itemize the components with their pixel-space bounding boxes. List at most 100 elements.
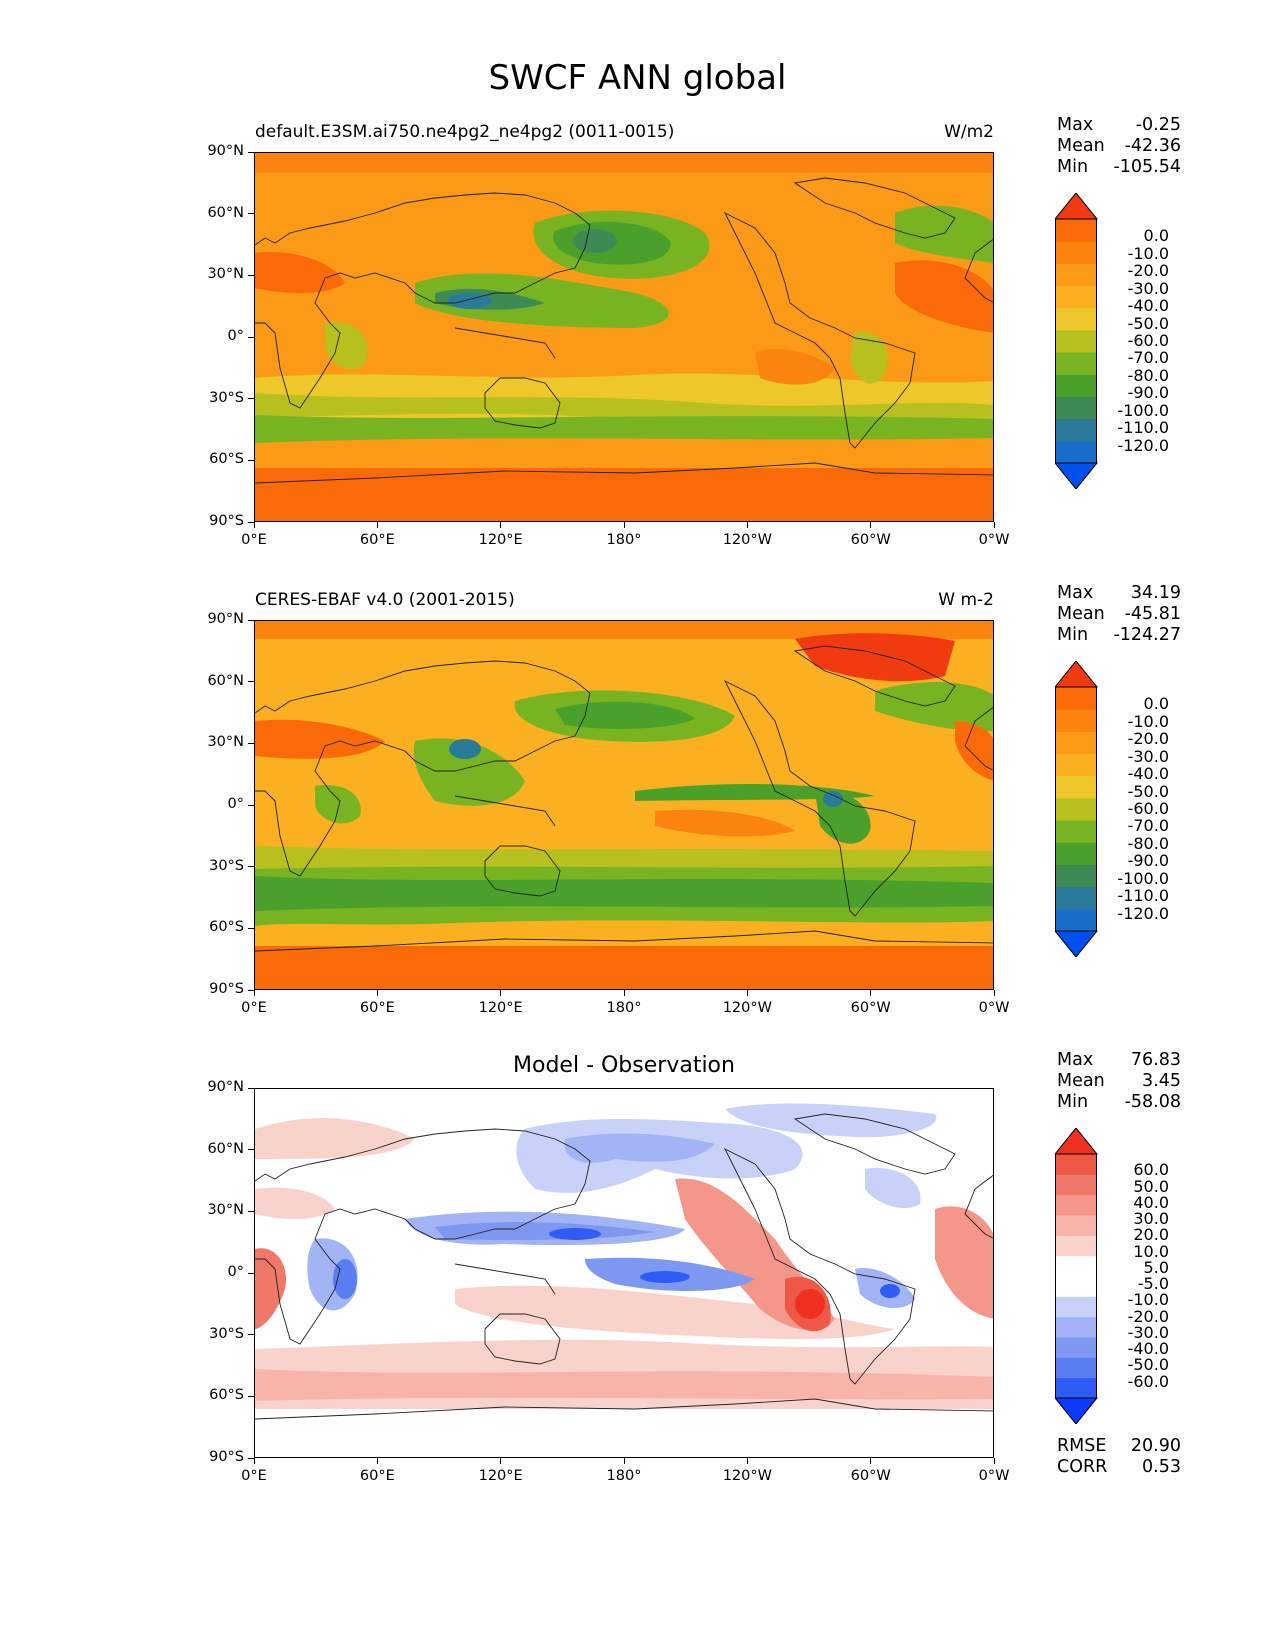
colorbar-tick-label: -120.0 — [1117, 903, 1169, 923]
lon-tick-mark — [746, 990, 748, 996]
colorbar-segment — [1055, 1174, 1097, 1196]
colorbar-segment — [1055, 1276, 1097, 1297]
colorbar-tick-label: 0.0 — [1143, 694, 1169, 714]
panel-diff-stats: Max 76.83 Mean 3.45 Min -58.08 — [1057, 1050, 1181, 1113]
colorbar-tick-label: -30.0 — [1127, 278, 1169, 298]
lat-tick-mark — [248, 1149, 254, 1151]
panel-diff-skill-scores: RMSE 20.90 CORR 0.53 — [1057, 1436, 1181, 1478]
colorbar-segment — [1055, 864, 1097, 888]
lat-tick-label: 90°N — [207, 1079, 244, 1095]
lat-tick-label: 60°N — [207, 1140, 244, 1157]
stat-min-value: -105.54 — [1113, 157, 1181, 177]
colorbar-tick-label: 20.0 — [1133, 1225, 1169, 1245]
colorbar-frame — [1055, 686, 1097, 932]
lat-tick-label: 60°S — [209, 451, 244, 468]
lon-tick-mark — [376, 522, 378, 528]
lat-tick-label: 30°S — [209, 1325, 244, 1342]
colorbar-segment — [1055, 440, 1097, 464]
colorbar-segment — [1055, 241, 1097, 264]
lon-tick-mark — [500, 522, 502, 528]
lon-tick-label: 120°W — [722, 1468, 772, 1484]
stat-min-value: -124.27 — [1113, 625, 1181, 645]
colorbar-tick-label: 50.0 — [1133, 1176, 1169, 1196]
colorbar-tick-label: -10.0 — [1127, 711, 1169, 731]
colorbar-segment — [1055, 1357, 1097, 1379]
panel-obs-map — [254, 620, 994, 990]
colorbar-tick-label: -20.0 — [1127, 261, 1169, 281]
stat-mean-label: Mean — [1057, 604, 1105, 624]
lon-tick-label: 60°E — [359, 532, 395, 548]
lat-tick-mark — [248, 521, 254, 523]
lon-tick-label: 120°E — [478, 1000, 523, 1016]
colorbar-segment — [1055, 797, 1097, 821]
lon-tick-mark — [623, 522, 625, 528]
colorbar-tick-label: -90.0 — [1127, 383, 1169, 403]
lon-tick-label: 0°E — [241, 532, 267, 548]
stat-max-value: -0.25 — [1135, 115, 1181, 135]
lat-tick-mark — [248, 398, 254, 400]
lon-tick-label: 0°E — [241, 1468, 267, 1484]
colorbar-extend-bottom — [1055, 1397, 1099, 1424]
lat-tick-mark — [248, 1395, 254, 1397]
colorbar-segment — [1055, 1377, 1097, 1399]
colorbar-segment — [1055, 753, 1097, 777]
lon-tick-label: 180° — [606, 532, 642, 548]
lat-tick-mark — [248, 866, 254, 868]
lon-tick-mark — [993, 990, 995, 996]
lat-tick-mark — [248, 1087, 254, 1089]
panel-obs-stats: Max 34.19 Mean -45.81 Min -124.27 — [1057, 583, 1181, 646]
colorbar-segment — [1055, 352, 1097, 375]
lon-tick-mark — [746, 522, 748, 528]
panel-diff-colorbar — [1055, 1128, 1099, 1424]
lon-tick-label: 0°E — [241, 1000, 267, 1016]
lat-tick-label: 30°N — [207, 1202, 244, 1219]
lon-tick-label: 120°E — [478, 1468, 523, 1484]
colorbar-tick-label: -50.0 — [1127, 781, 1169, 801]
lat-tick-mark — [248, 1210, 254, 1212]
lon-tick-label: 60°W — [850, 532, 891, 548]
stat-max-value: 34.19 — [1130, 583, 1181, 603]
colorbar-tick-label: -120.0 — [1117, 435, 1169, 455]
lon-tick-mark — [870, 1458, 872, 1464]
stat-max-label: Max — [1057, 1050, 1094, 1070]
lon-tick-label: 0°W — [978, 532, 1010, 548]
lat-tick-mark — [248, 804, 254, 806]
lat-tick-mark — [248, 1457, 254, 1459]
stat-mean-value: 3.45 — [1142, 1071, 1181, 1091]
colorbar-segment — [1055, 396, 1097, 420]
stat-rmse-label: RMSE — [1057, 1436, 1107, 1456]
lat-tick-mark — [248, 989, 254, 991]
lat-tick-label: 60°S — [209, 1387, 244, 1404]
colorbar-segment — [1055, 1255, 1097, 1277]
colorbar-segment — [1055, 1215, 1097, 1236]
lon-tick-label: 180° — [606, 1468, 642, 1484]
colorbar-segment — [1055, 285, 1097, 309]
colorbar-extend-bottom — [1055, 930, 1099, 957]
lat-tick-mark — [248, 336, 254, 338]
lon-tick-label: 60°W — [850, 1000, 891, 1016]
panel-obs-field — [255, 621, 993, 989]
panel-diff-map — [254, 1088, 994, 1458]
panel-model-field — [255, 153, 993, 521]
panel-model-colorbar — [1055, 193, 1099, 489]
stat-min-label: Min — [1057, 1092, 1089, 1112]
colorbar-tick-label: -110.0 — [1117, 418, 1169, 438]
lat-tick-label: 90°N — [207, 611, 244, 627]
lat-tick-label: 30°N — [207, 266, 244, 283]
colorbar-tick-label: -5.0 — [1137, 1274, 1169, 1294]
colorbar-tick-label: 30.0 — [1133, 1209, 1169, 1229]
colorbar-segment — [1055, 1316, 1097, 1338]
lon-tick-mark — [993, 1458, 995, 1464]
colorbar-tick-label: -60.0 — [1127, 331, 1169, 350]
colorbar-frame — [1055, 1153, 1097, 1399]
lon-tick-mark — [623, 1458, 625, 1464]
lat-tick-mark — [248, 681, 254, 683]
lon-tick-mark — [253, 1458, 255, 1464]
colorbar-segment — [1055, 329, 1097, 353]
colorbar-segment — [1055, 1194, 1097, 1216]
colorbar-tick-label: -30.0 — [1127, 746, 1169, 766]
lat-tick-label: 60°N — [207, 204, 244, 221]
lat-tick-mark — [248, 213, 254, 215]
colorbar-extend-top — [1055, 193, 1099, 220]
lon-tick-mark — [746, 1458, 748, 1464]
